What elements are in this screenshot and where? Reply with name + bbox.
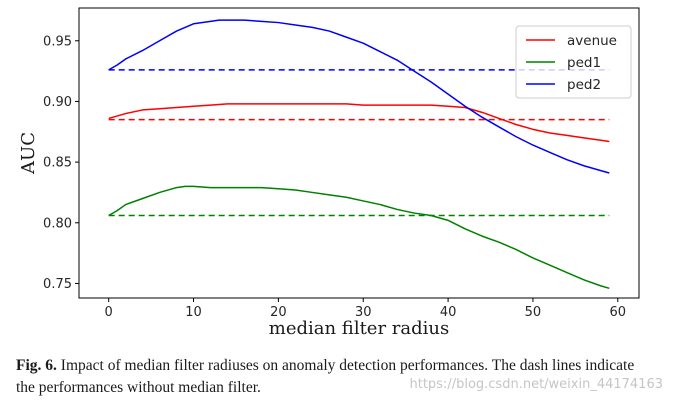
series-line-ped1 (108, 185, 610, 290)
x-tick-label: 50 (525, 305, 542, 320)
x-tick-label: 10 (185, 305, 202, 320)
series-line-ped2 (108, 19, 610, 174)
x-tick-label: 20 (270, 305, 287, 320)
y-tick-label: 0.90 (43, 95, 72, 110)
y-axis-label: AUC (18, 132, 39, 175)
series-line-avenue (108, 103, 610, 143)
y-tick-label: 0.95 (43, 34, 72, 49)
legend-label-avenue: avenue (567, 33, 617, 49)
x-axis-label: median filter radius (269, 318, 449, 339)
line-chart: 0 10 20 30 40 50 60 0.75 0.80 0.85 0.90 0.95 median… (18, 7, 640, 339)
legend-box (515, 25, 632, 99)
legend: avenue ped1 ped2 (515, 25, 632, 99)
legend-label-ped1: ped1 (567, 55, 601, 71)
watermark-text: https://blog.csdn.net/weixin_44174163 (409, 377, 663, 392)
caption-label: Fig. 6. (16, 357, 57, 374)
figure-caption: Fig. 6. Impact of median filter radiuses… (16, 355, 656, 399)
ticks-layer: 0 10 20 30 40 50 60 0.75 0.80 0.85 0.90 0.95 (43, 34, 626, 320)
series-layer (108, 19, 610, 290)
x-tick-label: 0 (105, 305, 113, 320)
x-tick-label: 60 (610, 305, 627, 320)
y-tick-label: 0.85 (43, 156, 72, 171)
y-tick-label: 0.80 (43, 216, 72, 231)
x-tick-label: 40 (440, 305, 457, 320)
y-tick-label: 0.75 (43, 277, 72, 292)
x-tick-label: 30 (355, 305, 372, 320)
caption-text: Impact of median filter radiuses on anom… (16, 357, 635, 396)
plot-frame (78, 7, 640, 299)
legend-label-ped2: ped2 (567, 77, 601, 93)
